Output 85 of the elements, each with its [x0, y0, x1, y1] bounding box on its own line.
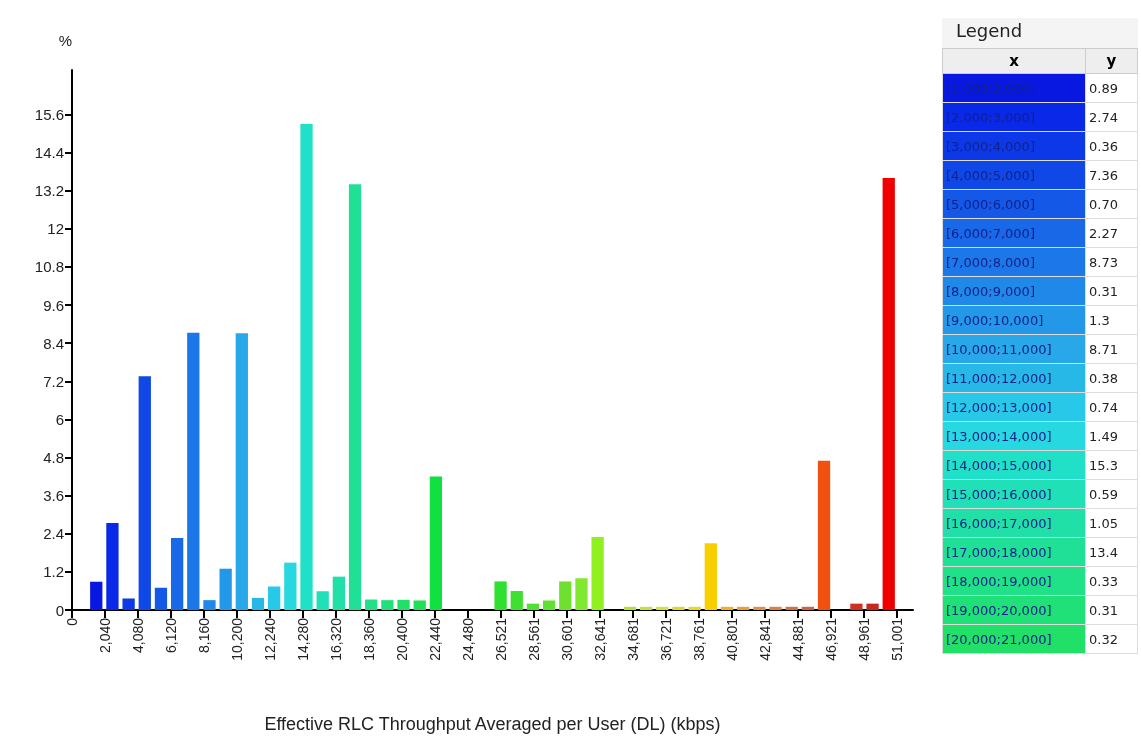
x-tick-label: 44,881 — [789, 617, 806, 661]
text: y — [1085, 48, 1138, 74]
category-label: [18,000;19,000] — [942, 566, 1086, 596]
y-axis-title: % — [58, 32, 72, 49]
category-label: [4,000;5,000] — [942, 160, 1086, 190]
x-tick-label: 20,400 — [393, 617, 410, 661]
category-label: [11,000;12,000] — [942, 363, 1086, 393]
category-label: [16,000;17,000] — [942, 508, 1086, 538]
x-tick-label: 42,841 — [756, 617, 773, 661]
x-tick-label: 0 — [64, 617, 80, 626]
text: 1.05 — [1089, 515, 1118, 531]
x-tick-label: 6,120 — [162, 617, 179, 654]
text: 0.89 — [1089, 80, 1118, 96]
category-label: [9,000;10,000] — [942, 305, 1086, 335]
y-tick-label: 15.6 — [34, 105, 64, 123]
x-tick-label: 10,200 — [228, 617, 245, 661]
text: 15.3 — [1089, 457, 1118, 473]
text: 0.38 — [1089, 370, 1118, 386]
text: 0.31 — [1089, 283, 1118, 299]
x-tick-label: 2,040 — [96, 617, 113, 654]
x-tick-label: 22,440 — [426, 617, 443, 661]
text: 0.36 — [1089, 138, 1118, 154]
x-tick-label: 30,601 — [558, 617, 575, 661]
text: 0.59 — [1089, 486, 1118, 502]
x-tick-label: 38,761 — [690, 617, 707, 661]
category-label: [2,000;3,000] — [942, 102, 1086, 132]
y-tick-label: 8.4 — [43, 334, 64, 352]
text: 0.32 — [1089, 631, 1118, 647]
x-tick-label: 32,641 — [591, 617, 608, 661]
text: 7.36 — [1089, 167, 1118, 183]
y-tick-label: 9.6 — [43, 296, 64, 314]
text: 0.33 — [1089, 573, 1118, 589]
text: 2.74 — [1089, 109, 1118, 125]
x-tick-label: 48,961 — [855, 617, 872, 661]
x-tick-label: 4,080 — [129, 617, 146, 654]
x-tick-label: 24,480 — [459, 617, 476, 661]
text: 2.27 — [1089, 225, 1118, 241]
y-tick-label: 6 — [55, 410, 64, 428]
category-label: [19,000;20,000] — [942, 595, 1086, 625]
x-tick-label: 36,721 — [657, 617, 674, 661]
x-tick-label: 40,801 — [723, 617, 740, 661]
y-tick-label: 12 — [47, 220, 64, 238]
x-tick-label: 8,160 — [195, 617, 212, 654]
category-label: [8,000;9,000] — [942, 276, 1086, 306]
category-label: [14,000;15,000] — [942, 450, 1086, 480]
x-tick-label: 46,921 — [822, 617, 839, 661]
x-tick-label: 12,240 — [261, 617, 278, 661]
category-label: [12,000;13,000] — [942, 392, 1086, 422]
x-tick-label: 18,360 — [360, 617, 377, 661]
text: x — [942, 48, 1086, 74]
y-tick-label: 2.4 — [43, 525, 64, 543]
category-label: [20,000;21,000] — [942, 624, 1086, 654]
category-label: [5,000;6,000] — [942, 189, 1086, 219]
legend-title: Legend — [942, 18, 1138, 48]
category-label: [3,000;4,000] — [942, 131, 1086, 161]
text: 1.3 — [1089, 312, 1110, 328]
y-tick-label: 10.8 — [34, 258, 64, 276]
y-tick-label: 3.6 — [43, 487, 64, 505]
y-tick-label: 1.2 — [43, 563, 64, 581]
category-label: [10,000;11,000] — [942, 334, 1086, 364]
text: 13.4 — [1089, 544, 1118, 560]
category-label: [13,000;14,000] — [942, 421, 1086, 451]
category-label: [15,000;16,000] — [942, 479, 1086, 509]
category-label: [6,000;7,000] — [942, 218, 1086, 248]
y-tick-label: 14.4 — [34, 144, 64, 162]
y-tick-label: 13.2 — [34, 182, 64, 200]
x-tick-label: 14,280 — [294, 617, 311, 661]
category-label: [17,000;18,000] — [942, 537, 1086, 567]
category-label: [1,000;2,000] — [942, 73, 1086, 103]
text: 0.31 — [1089, 602, 1118, 618]
text: 0.74 — [1089, 399, 1118, 415]
y-tick-label: 4.8 — [43, 449, 64, 467]
x-tick-label: 51,001 — [888, 617, 905, 661]
text: 8.73 — [1089, 254, 1118, 270]
x-tick-label: 34,681 — [624, 617, 641, 661]
text: 0.70 — [1089, 196, 1118, 212]
y-tick-label: 7.2 — [43, 372, 64, 390]
text: 1.49 — [1089, 428, 1118, 444]
y-tick-label: 0 — [55, 601, 64, 619]
x-tick-label: 26,521 — [492, 617, 509, 661]
x-tick-label: 16,320 — [327, 617, 344, 661]
text: 8.71 — [1089, 341, 1118, 357]
x-axis-title: Effective RLC Throughput Averaged per User (DL) (kbps) — [264, 714, 721, 734]
category-label: [7,000;8,000] — [942, 247, 1086, 277]
x-tick-label: 28,561 — [525, 617, 542, 661]
